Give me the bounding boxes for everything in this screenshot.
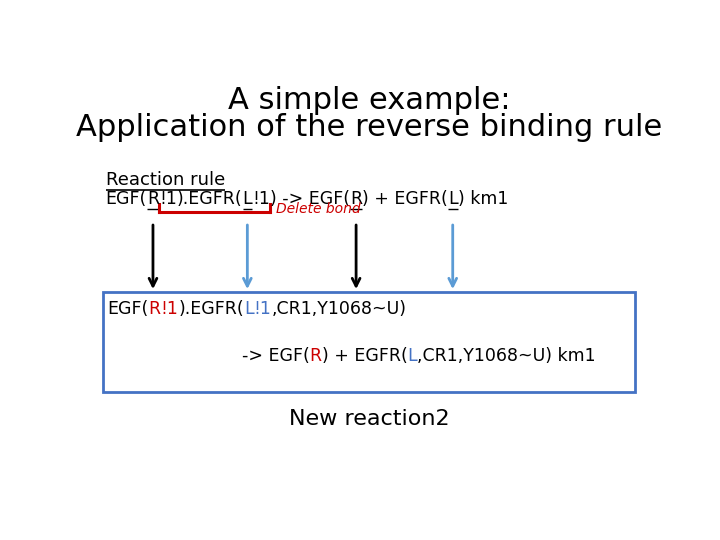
- Text: ) -> EGF(: ) -> EGF(: [270, 190, 350, 208]
- Text: R: R: [350, 190, 362, 208]
- Text: ) + EGFR(: ) + EGFR(: [322, 347, 408, 366]
- Text: !1: !1: [161, 300, 179, 318]
- Text: !1: !1: [253, 300, 271, 318]
- FancyBboxPatch shape: [102, 292, 636, 392]
- Text: !1: !1: [252, 190, 270, 208]
- Text: !1: !1: [159, 190, 177, 208]
- Text: R: R: [310, 347, 322, 366]
- Text: EGF(: EGF(: [106, 190, 147, 208]
- Text: L: L: [408, 347, 417, 366]
- Text: ,CR1,Y1068~U): ,CR1,Y1068~U): [271, 300, 407, 318]
- Text: Delete bond: Delete bond: [276, 202, 361, 216]
- Text: A simple example:: A simple example:: [228, 86, 510, 116]
- Text: Reaction rule: Reaction rule: [106, 171, 225, 189]
- Text: EGF(: EGF(: [107, 300, 148, 318]
- Text: Application of the reverse binding rule: Application of the reverse binding rule: [76, 112, 662, 141]
- Text: R: R: [148, 300, 161, 318]
- Text: L: L: [244, 300, 253, 318]
- Text: ).EGFR(: ).EGFR(: [179, 300, 244, 318]
- Text: ,CR1,Y1068~U) km1: ,CR1,Y1068~U) km1: [417, 347, 596, 366]
- Text: ).EGFR(: ).EGFR(: [177, 190, 243, 208]
- Text: ) + EGFR(: ) + EGFR(: [362, 190, 448, 208]
- Text: L: L: [448, 190, 457, 208]
- Text: R: R: [147, 190, 159, 208]
- Text: L: L: [243, 190, 252, 208]
- Text: ) km1: ) km1: [457, 190, 508, 208]
- Text: -> EGF(: -> EGF(: [242, 347, 310, 366]
- Text: New reaction2: New reaction2: [289, 409, 449, 429]
